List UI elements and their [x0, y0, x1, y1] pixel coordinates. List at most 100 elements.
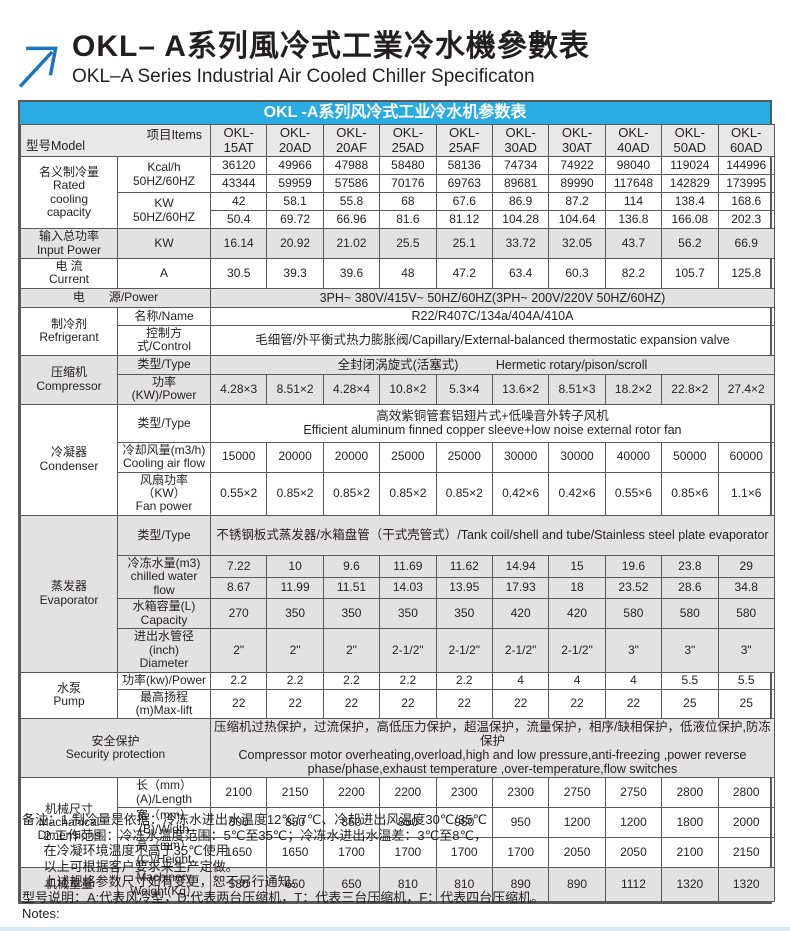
value-cell: 19.6 — [604, 554, 663, 578]
value-cell: 22 — [266, 688, 324, 720]
row-kcal1: 名义制冷量 Rated cooling capacity Kcal/h 50HZ/… — [20, 156, 775, 230]
value-cell: 2050 — [604, 837, 663, 869]
row-refctrl: 控制方式/Control 毛细管/外平衡式热力膨胀阀/Capillary/Exte… — [21, 324, 775, 356]
value-cell: 36120 — [209, 156, 268, 176]
value-cell: 74922 — [548, 156, 606, 176]
value-cell: 67.6 — [435, 192, 493, 212]
value-cell: 2.2 — [322, 671, 381, 690]
value-cell: 810 — [379, 867, 437, 903]
spec-table-container: OKL -A系列风冷式工业冷水机参数表 型号Model 项目Items OKL- 1… — [18, 100, 775, 905]
value-cell: 1.1×6 — [717, 471, 775, 516]
row-diam: 进出水管径(inch) Diameter 2" 2" 2" 2-1/2" 2-1/2" 2-… — [21, 628, 775, 673]
value-cell: 14.94 — [491, 554, 550, 578]
value-cell: 17.93 — [491, 576, 550, 600]
group-label-cell: 压缩机 Compressor — [20, 354, 118, 405]
value-cell: 42 — [209, 192, 268, 212]
value-cell: 32.05 — [548, 228, 606, 259]
value-cell: 7.22 — [209, 554, 268, 578]
merged-value-cell: 高效紫铜管套铝翅片式+低噪音外转子风机 Efficient aluminum f… — [210, 403, 775, 443]
page-title-en: OKL–A Series Industrial Air Cooled Chill… — [72, 65, 535, 87]
value-cell: 43344 — [209, 174, 268, 194]
value-cell: 2800 — [661, 777, 719, 809]
value-cell: 11.99 — [266, 576, 324, 600]
item-label-cell: 类型/Type — [117, 354, 211, 375]
value-cell: 89990 — [548, 174, 606, 194]
page-title-zh: OKL– A系列風冷式工業冷水機參數表 — [72, 30, 590, 63]
notes: 备注：1.制冷量是依据：冷冻水进出水温度12℃/7℃、冷却进出风温度30℃/35… — [22, 812, 770, 921]
value-cell: 580 — [604, 598, 663, 630]
item-label-cell: 类型/Type — [117, 514, 211, 556]
value-cell: 1700 — [435, 837, 493, 869]
value-cell: 47.2 — [435, 257, 493, 289]
value-cell: 70176 — [379, 174, 437, 194]
value-cell: 650 — [266, 867, 324, 903]
value-cell: 22 — [209, 688, 268, 720]
value-cell: 23.8 — [661, 554, 719, 578]
value-cell: 47988 — [322, 156, 381, 176]
merged-value-cell: R22/R407C/134a/404A/410A — [210, 306, 775, 326]
note-line: 上述规格参数尺寸如有变更，恕不另行通知。 — [22, 874, 304, 890]
model-header-cell: OKL- 60AD — [717, 123, 775, 158]
group-label-cell: 安全保护 Security protection — [20, 718, 211, 779]
value-cell: 2800 — [717, 777, 775, 809]
value-cell: 18 — [548, 576, 606, 600]
value-cell: 34.8 — [717, 576, 775, 600]
value-cell: 117648 — [604, 174, 663, 194]
item-label-cell: 进出水管径(inch) Diameter — [117, 628, 211, 673]
note-line: 以上可根据客户要求来生产定做。 — [22, 858, 239, 874]
value-cell: 18.2×2 — [604, 373, 663, 405]
value-cell: 22 — [548, 688, 606, 720]
group-label-cell: 制冷剂 Refrigerant — [20, 306, 118, 356]
value-cell: 98040 — [604, 156, 663, 176]
value-cell: 114 — [604, 192, 663, 212]
group-label-cell: 输入总功率 Input Power — [20, 228, 118, 259]
note-line: Notes: — [22, 905, 60, 921]
value-cell: 63.4 — [491, 257, 550, 289]
value-cell: 20000 — [322, 441, 381, 473]
model-header-cell: OKL- 40AD — [604, 123, 663, 158]
value-cell: 39.3 — [266, 257, 324, 289]
model-header-cell: OKL- 30AT — [548, 123, 606, 158]
value-cell: 14.03 — [379, 576, 437, 600]
value-cell: 69763 — [435, 174, 493, 194]
note-line: 型号说明：A:代表风冷型，D:代表两台压缩机，T：代表三台压缩机，F：代表四台压… — [22, 889, 545, 905]
row-chill2: 8.67 11.99 11.51 14.03 13.95 17.93 18 23.52 28.6… — [21, 576, 775, 600]
value-cell: 104.28 — [491, 210, 550, 230]
note-line: 在冷凝环境温度不高于35℃使用 — [22, 843, 229, 859]
value-cell: 4 — [604, 671, 663, 690]
item-label-cell: Kcal/h 50HZ/60HZ — [117, 156, 211, 194]
value-cell: 2200 — [322, 777, 381, 809]
value-cell: 173995 — [717, 174, 775, 194]
value-cell: 16.14 — [209, 228, 268, 259]
value-cell: 48 — [379, 257, 437, 289]
value-cell: 57586 — [322, 174, 381, 194]
value-cell: 29 — [717, 554, 775, 578]
row-weight: 机械重量 Machinery Weight(Kg） 580 650 650 810 810 8… — [20, 867, 775, 903]
value-cell: 2-1/2" — [548, 628, 606, 673]
value-cell: 0.55×6 — [604, 471, 663, 516]
merged-value-cell: 全封闭涡旋式(活塞式) Hermetic rotary/pison/scroll — [210, 354, 775, 375]
value-cell: 2-1/2" — [379, 628, 437, 673]
value-cell: 580 — [717, 598, 775, 630]
spec-table: 型号Model 项目Items OKL- 15AT OKL- 20AD OKL- 20A… — [20, 123, 775, 903]
value-cell: 270 — [209, 598, 268, 630]
model-header-cell: OKL- 20AF — [322, 123, 381, 158]
value-cell: 68 — [379, 192, 437, 212]
value-cell: 105.7 — [661, 257, 719, 289]
value-cell: 650 — [322, 867, 381, 903]
page-header: OKL– A系列風冷式工業冷水機參數表 OKL–A Series Industr… — [14, 30, 590, 92]
value-cell: 2300 — [435, 777, 493, 809]
item-label-cell: 名称/Name — [117, 306, 211, 326]
row-length: 机械尺寸 Machanical Dimensions 长（mm）(A)/Lengt… — [20, 777, 775, 869]
row-comppower: 功率(KW)/Power 4.28×3 8.51×2 4.28×4 10.8×2 5.3×… — [21, 373, 775, 405]
value-cell: 60000 — [717, 441, 775, 473]
group-label-cell: 蒸发器 Evaporator — [20, 514, 118, 673]
item-label-cell: 冷冻水量(m3) chilled water flow — [117, 554, 211, 600]
bottom-strip — [0, 927, 790, 931]
value-cell: 2.2 — [266, 671, 324, 690]
value-cell: 22.8×2 — [661, 373, 719, 405]
item-label-cell: KW — [117, 228, 211, 259]
value-cell: 43.7 — [604, 228, 663, 259]
value-cell: 136.8 — [604, 210, 663, 230]
